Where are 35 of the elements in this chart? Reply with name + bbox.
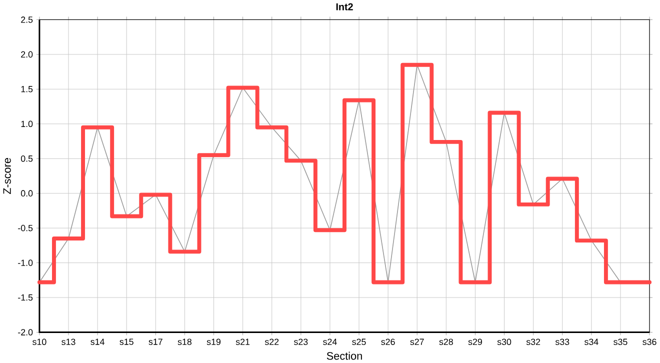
x-tick-label: s33 bbox=[555, 338, 570, 345]
x-tick-label: s22 bbox=[264, 338, 279, 345]
y-tick-label: 1.0 bbox=[21, 120, 33, 128]
x-tick-label: s24 bbox=[323, 338, 337, 345]
y-tick-label: 0.5 bbox=[20, 155, 33, 162]
y-tick-label: -2.0 bbox=[18, 329, 33, 336]
x-tick-label: s15 bbox=[120, 338, 134, 345]
x-tick-label: s10 bbox=[32, 338, 46, 345]
x-axis-title: Section bbox=[326, 352, 362, 360]
y-tick-label: 1.5 bbox=[21, 86, 33, 92]
y-tick-label: 0.0 bbox=[20, 190, 33, 196]
x-tick-label: s29 bbox=[468, 338, 482, 345]
x-tick-label: s27 bbox=[410, 338, 424, 345]
x-tick-label: s21 bbox=[236, 338, 250, 345]
x-tick-label: s26 bbox=[381, 338, 395, 345]
x-tick-label: s18 bbox=[178, 338, 192, 345]
y-tick-label: 2.5 bbox=[21, 16, 33, 23]
x-tick-label: s17 bbox=[148, 338, 162, 345]
y-tick-label: -1.0 bbox=[18, 260, 33, 266]
y-tick-label: -1.5 bbox=[18, 294, 33, 301]
chart-title: Int2 bbox=[336, 3, 353, 10]
x-tick-label: s14 bbox=[90, 338, 104, 345]
x-tick-label: s23 bbox=[294, 338, 308, 345]
y-axis-title: Z-score bbox=[3, 158, 11, 194]
x-tick-label: s28 bbox=[439, 338, 453, 345]
y-tick-label: 2.0 bbox=[21, 51, 33, 58]
x-tick-label: s13 bbox=[62, 338, 76, 345]
x-tick-label: s36 bbox=[642, 338, 656, 345]
x-tick-label: s34 bbox=[584, 338, 598, 345]
x-tick-label: s32 bbox=[526, 338, 540, 345]
x-tick-label: s30 bbox=[497, 338, 512, 345]
x-tick-label: s25 bbox=[352, 338, 366, 345]
x-tick-label: s35 bbox=[614, 338, 628, 345]
x-tick-label: s19 bbox=[206, 338, 221, 345]
y-tick-label: -0.5 bbox=[18, 224, 33, 232]
